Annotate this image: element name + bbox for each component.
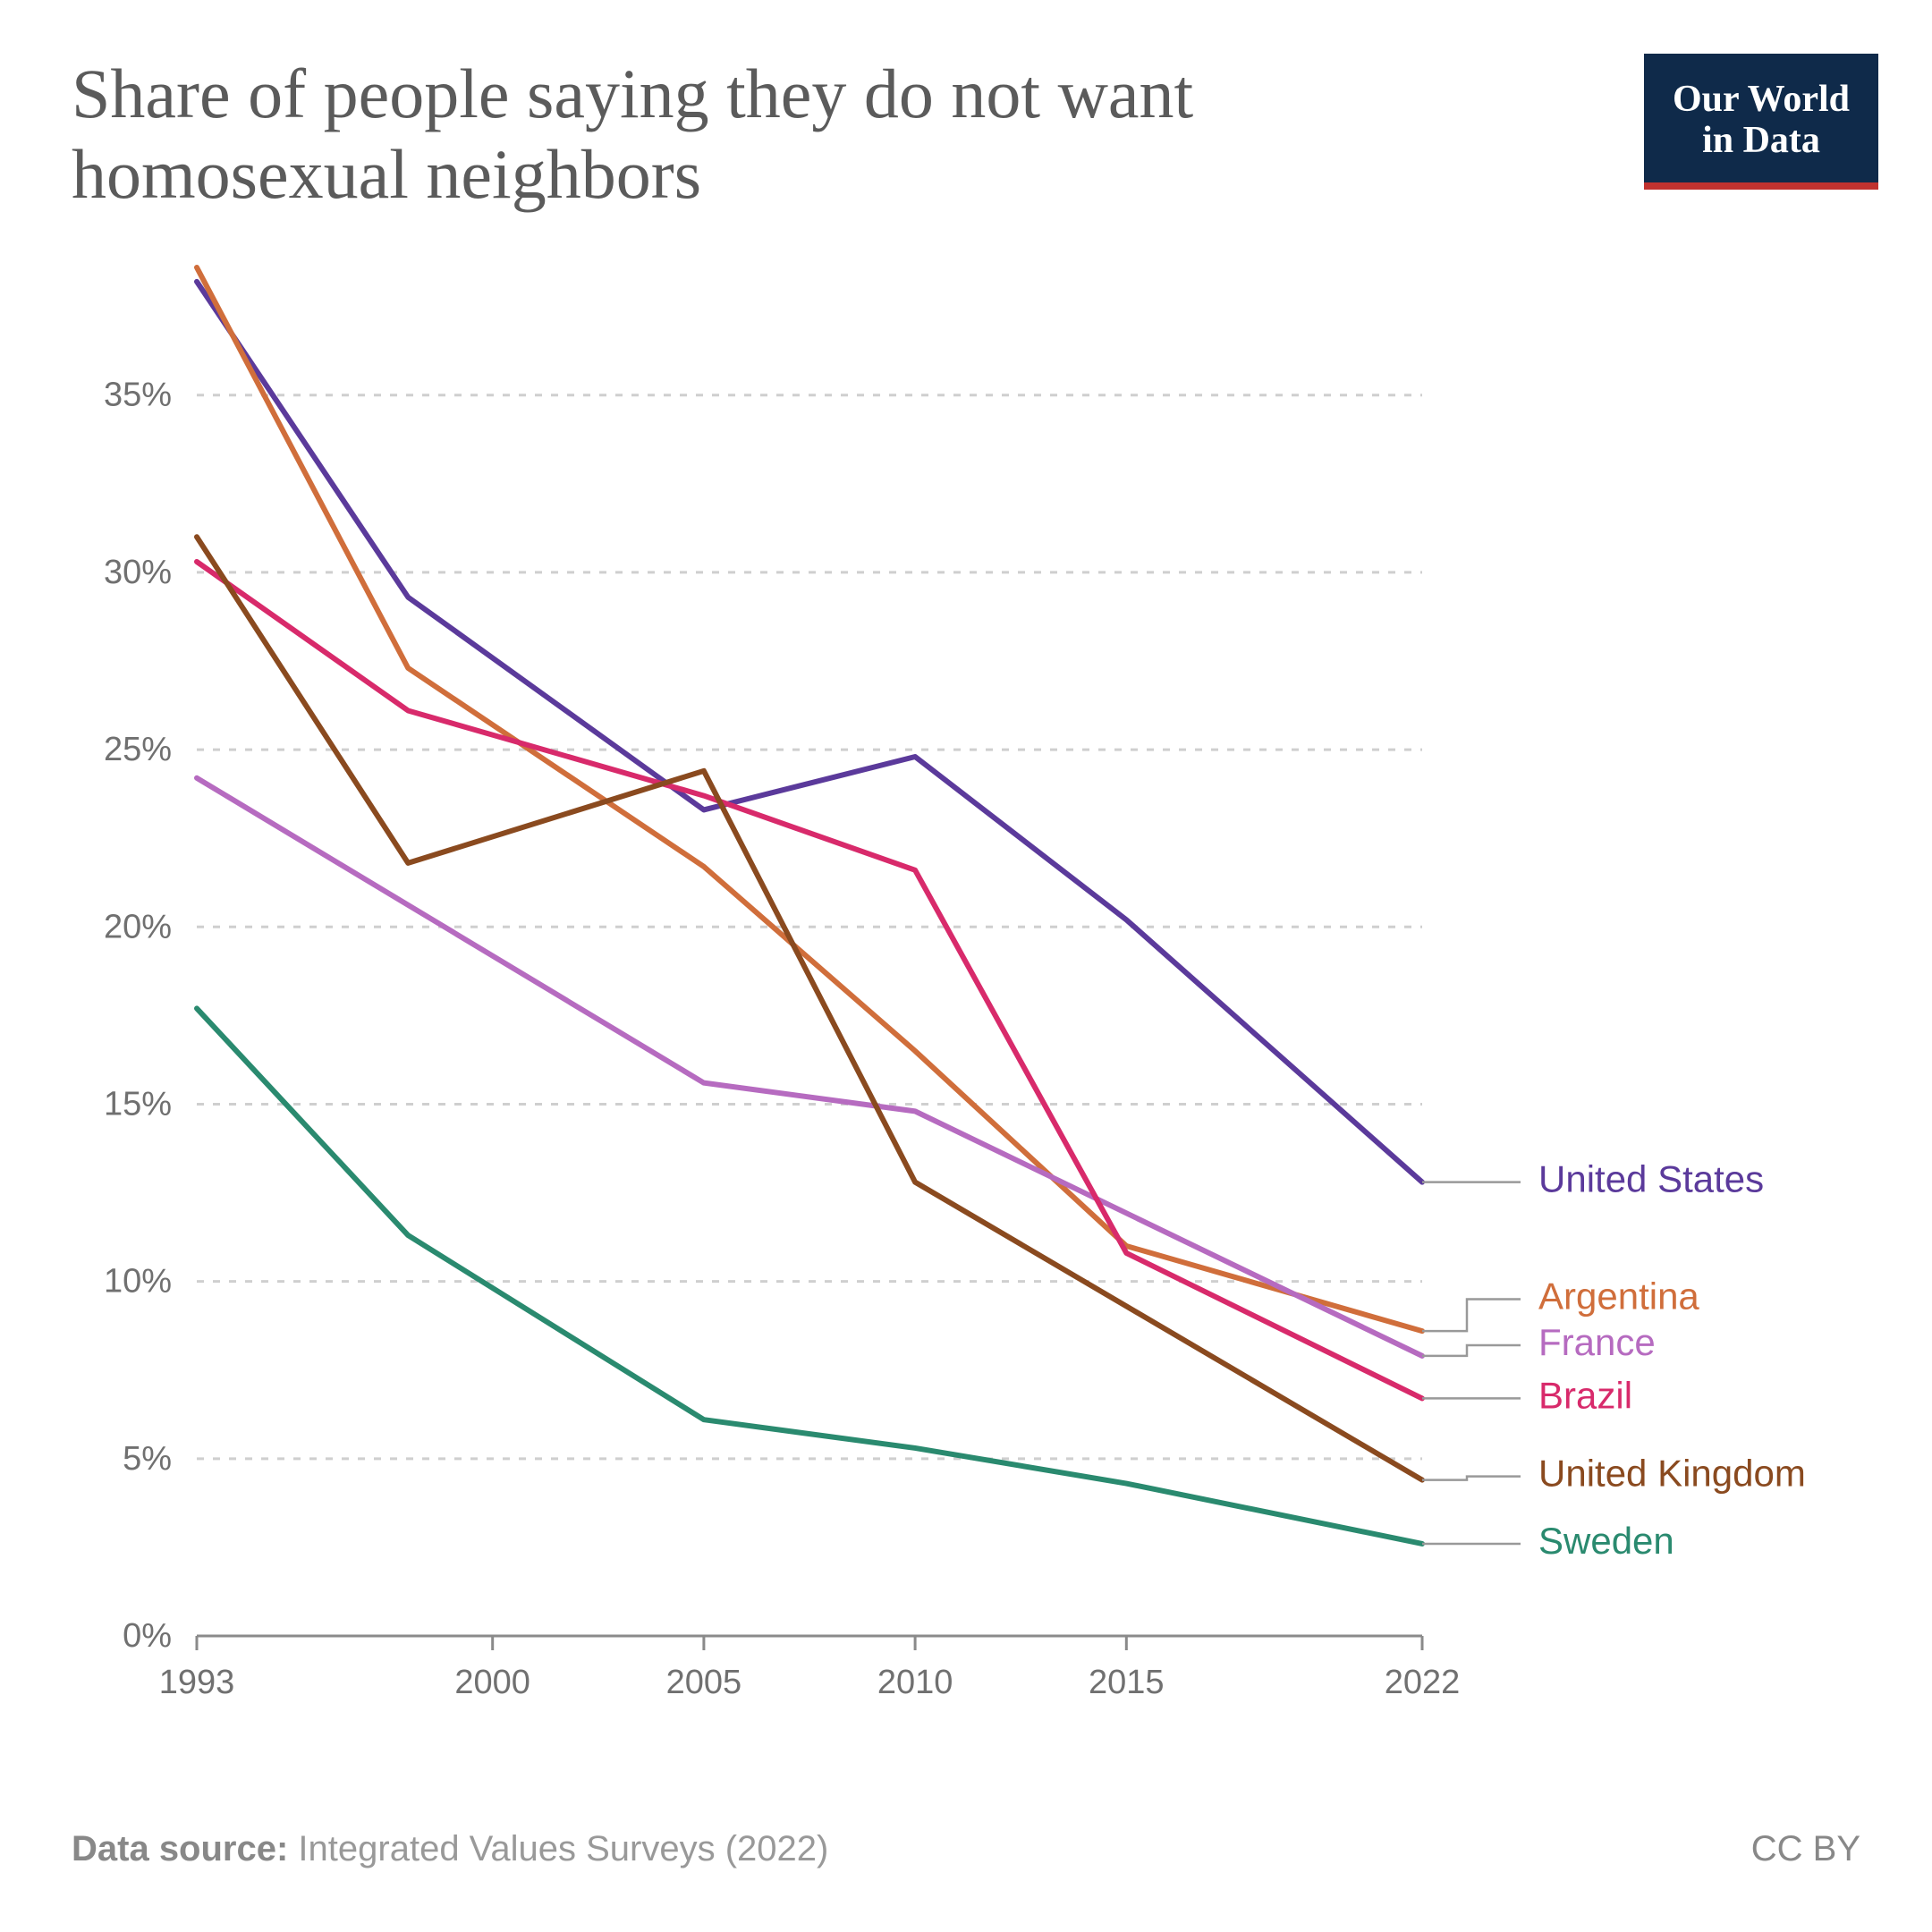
series-label: Argentina <box>1538 1275 1699 1318</box>
header: Share of people saying they do not want … <box>72 54 1878 214</box>
series-line <box>197 267 1422 1331</box>
x-tick-label: 1993 <box>159 1664 235 1701</box>
series-label: Sweden <box>1538 1520 1674 1562</box>
data-source: Data source: Integrated Values Surveys (… <box>72 1829 828 1869</box>
line-chart: 0% 5% 10% 15% 20% 25% 30% 35% 1993 2000 2005 2010 20… <box>72 250 1878 1752</box>
leader-line <box>1422 1300 1521 1332</box>
page-title: Share of people saying they do not want … <box>72 54 1413 214</box>
chart-area: 0% 5% 10% 15% 20% 25% 30% 35% 1993 2000 2005 2010 20… <box>72 250 1878 1752</box>
series-label: Brazil <box>1538 1375 1632 1417</box>
source-label: Data source: <box>72 1829 288 1868</box>
source-text: Integrated Values Surveys (2022) <box>288 1829 828 1868</box>
y-tick-label: 5% <box>123 1440 172 1478</box>
y-tick-label: 35% <box>104 377 172 414</box>
x-tick-label: 2022 <box>1385 1664 1461 1701</box>
x-tick-label: 2005 <box>666 1664 742 1701</box>
y-tick-label: 0% <box>123 1617 172 1655</box>
owid-logo: Our World in Data <box>1644 54 1878 190</box>
x-tick-label: 2010 <box>877 1664 953 1701</box>
series-line <box>197 282 1422 1182</box>
series-line <box>197 778 1422 1356</box>
y-tick-label: 15% <box>104 1086 172 1123</box>
series-label: France <box>1538 1321 1656 1363</box>
leader-line <box>1422 1477 1521 1480</box>
y-tick-label: 30% <box>104 554 172 591</box>
logo-line1: Our World <box>1673 79 1850 120</box>
footer: Data source: Integrated Values Surveys (… <box>72 1829 1860 1869</box>
series-line <box>197 538 1422 1480</box>
y-tick-label: 10% <box>104 1263 172 1301</box>
leader-line <box>1422 1345 1521 1356</box>
x-tick-label: 2000 <box>454 1664 530 1701</box>
y-tick-label: 20% <box>104 909 172 946</box>
x-tick-label: 2015 <box>1089 1664 1165 1701</box>
series-label: United Kingdom <box>1538 1453 1806 1495</box>
series-label: United States <box>1538 1158 1764 1200</box>
license: CC BY <box>1751 1829 1860 1869</box>
y-tick-label: 25% <box>104 731 172 768</box>
logo-line2: in Data <box>1673 120 1850 161</box>
